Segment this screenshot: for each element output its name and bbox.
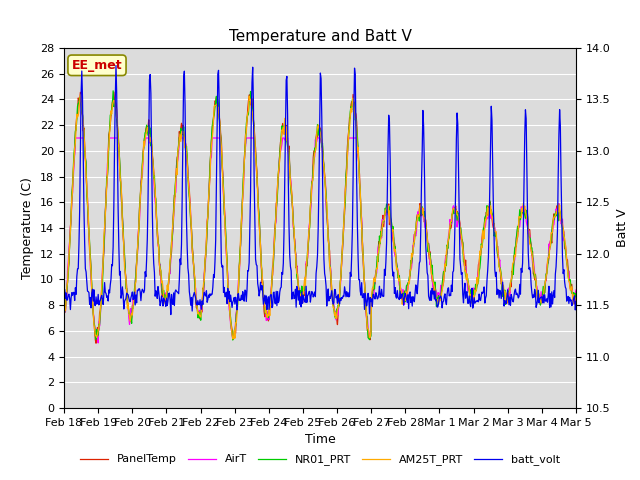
NR01_PRT bbox=[109, 88, 117, 94]
batt_volt bbox=[399, 291, 406, 297]
Y-axis label: Batt V: Batt V bbox=[616, 209, 629, 247]
NR01_PRT bbox=[383, 210, 391, 216]
batt_volt bbox=[123, 290, 131, 296]
PanelTemp bbox=[399, 290, 406, 296]
NR01_PRT bbox=[69, 168, 77, 174]
Line: NR01_PRT: NR01_PRT bbox=[64, 91, 576, 340]
AM25T_PRT bbox=[399, 301, 406, 307]
NR01_PRT bbox=[202, 253, 209, 259]
PanelTemp bbox=[175, 129, 183, 134]
NR01_PRT bbox=[399, 295, 406, 301]
batt_volt bbox=[112, 63, 120, 69]
Line: AirT: AirT bbox=[64, 138, 576, 343]
PanelTemp bbox=[572, 288, 580, 294]
Y-axis label: Temperature (C): Temperature (C) bbox=[22, 177, 35, 279]
AM25T_PRT bbox=[123, 288, 131, 294]
AirT bbox=[124, 301, 131, 307]
Text: EE_met: EE_met bbox=[72, 59, 122, 72]
PanelTemp bbox=[69, 170, 77, 176]
AirT bbox=[175, 137, 183, 143]
batt_volt bbox=[203, 288, 211, 294]
batt_volt bbox=[572, 299, 580, 305]
NR01_PRT bbox=[60, 311, 68, 317]
AM25T_PRT bbox=[60, 306, 68, 312]
PanelTemp bbox=[383, 208, 391, 214]
Title: Temperature and Batt V: Temperature and Batt V bbox=[228, 29, 412, 44]
AM25T_PRT bbox=[229, 336, 237, 342]
batt_volt bbox=[383, 192, 391, 198]
NR01_PRT bbox=[123, 286, 131, 291]
PanelTemp bbox=[110, 89, 118, 95]
AirT bbox=[203, 238, 211, 243]
AirT bbox=[383, 208, 391, 214]
batt_volt bbox=[60, 298, 68, 304]
AirT bbox=[399, 293, 406, 299]
AM25T_PRT bbox=[69, 168, 77, 174]
batt_volt bbox=[175, 276, 183, 282]
NR01_PRT bbox=[175, 143, 182, 148]
X-axis label: Time: Time bbox=[305, 433, 335, 446]
AirT bbox=[94, 340, 102, 346]
AirT bbox=[69, 175, 77, 181]
NR01_PRT bbox=[229, 337, 237, 343]
Line: batt_volt: batt_volt bbox=[64, 66, 576, 314]
Legend: PanelTemp, AirT, NR01_PRT, AM25T_PRT, batt_volt: PanelTemp, AirT, NR01_PRT, AM25T_PRT, ba… bbox=[76, 450, 564, 469]
PanelTemp bbox=[60, 305, 68, 311]
PanelTemp bbox=[92, 340, 100, 346]
Line: AM25T_PRT: AM25T_PRT bbox=[64, 95, 576, 339]
AirT bbox=[572, 287, 580, 293]
batt_volt bbox=[69, 289, 77, 295]
Line: PanelTemp: PanelTemp bbox=[64, 92, 576, 343]
batt_volt bbox=[167, 312, 175, 317]
AM25T_PRT bbox=[202, 252, 209, 258]
AM25T_PRT bbox=[77, 92, 84, 97]
AirT bbox=[72, 135, 79, 141]
AM25T_PRT bbox=[383, 207, 391, 213]
PanelTemp bbox=[203, 243, 211, 249]
AirT bbox=[60, 310, 68, 316]
PanelTemp bbox=[124, 296, 131, 301]
AM25T_PRT bbox=[572, 295, 580, 301]
NR01_PRT bbox=[572, 296, 580, 301]
AM25T_PRT bbox=[175, 145, 182, 151]
